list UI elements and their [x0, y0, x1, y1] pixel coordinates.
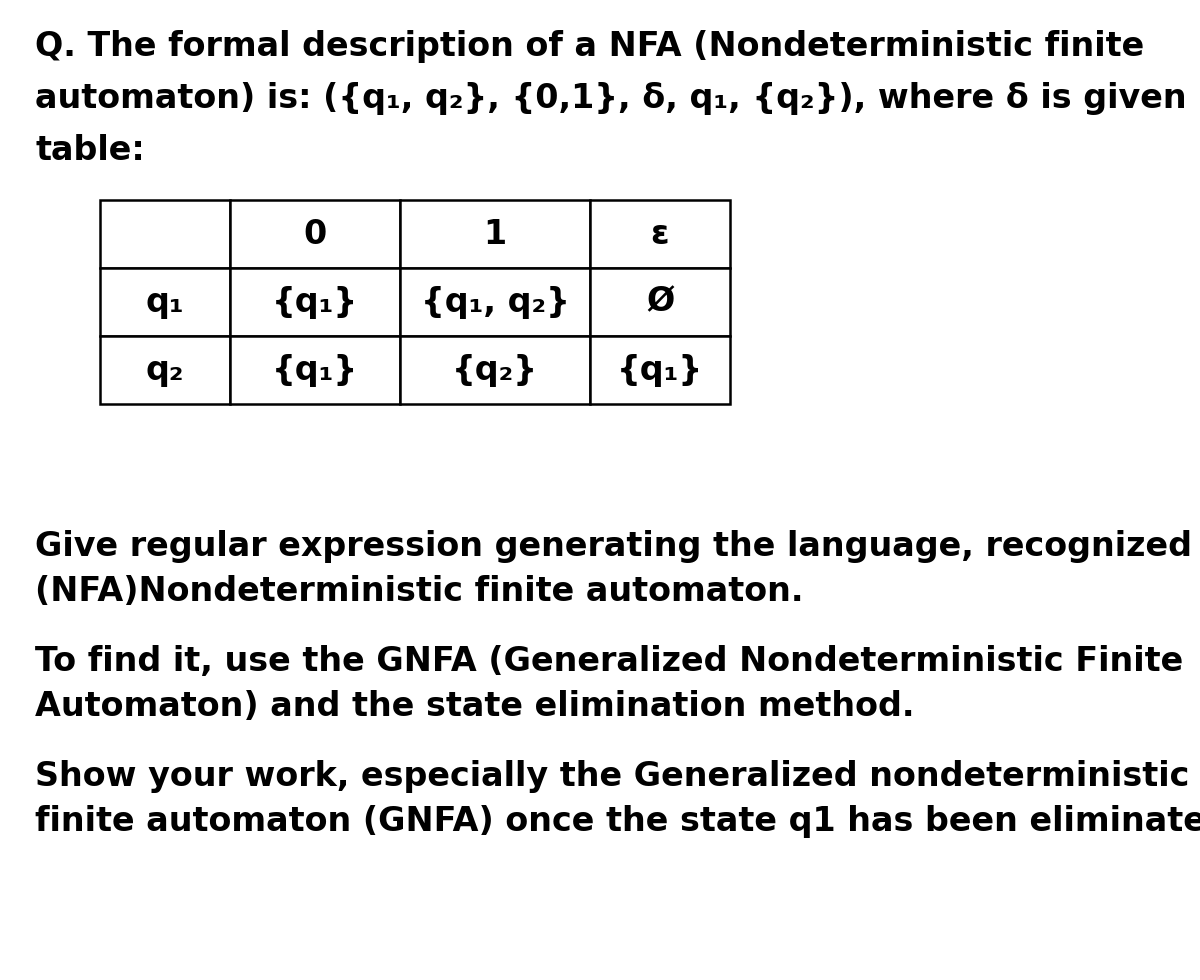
- Text: table:: table:: [35, 134, 145, 167]
- Bar: [230, 268, 400, 336]
- Text: Ø: Ø: [646, 285, 674, 319]
- Text: q₂: q₂: [145, 354, 185, 386]
- Bar: [590, 268, 730, 336]
- Text: 1: 1: [484, 218, 506, 251]
- Text: ε: ε: [650, 218, 670, 251]
- Bar: [590, 336, 730, 404]
- Text: Give regular expression generating the language, recognized by
(NFA)Nondetermini: Give regular expression generating the l…: [35, 530, 1200, 608]
- Bar: [400, 336, 590, 404]
- Text: {q₁}: {q₁}: [272, 285, 358, 319]
- Text: {q₁, q₂}: {q₁, q₂}: [420, 285, 570, 319]
- Text: 0: 0: [304, 218, 326, 251]
- Text: Q. The formal description of a NFA (Nondeterministic finite: Q. The formal description of a NFA (Nond…: [35, 30, 1145, 63]
- Text: {q₂}: {q₂}: [452, 354, 538, 386]
- Bar: [400, 268, 590, 336]
- Text: q₁: q₁: [145, 285, 185, 319]
- Text: {q₁}: {q₁}: [272, 354, 358, 386]
- Text: {q₁}: {q₁}: [617, 354, 703, 386]
- Bar: [230, 336, 400, 404]
- Bar: [400, 200, 590, 268]
- Text: To find it, use the GNFA (Generalized Nondeterministic Finite
Automaton) and the: To find it, use the GNFA (Generalized No…: [35, 645, 1183, 722]
- Text: automaton) is: ({q₁, q₂}, {0,1}, δ, q₁, {q₂}), where δ is given by the: automaton) is: ({q₁, q₂}, {0,1}, δ, q₁, …: [35, 82, 1200, 115]
- Bar: [590, 200, 730, 268]
- Bar: [100, 200, 230, 268]
- Bar: [100, 268, 230, 336]
- Bar: [100, 336, 230, 404]
- Bar: [230, 200, 400, 268]
- Text: Show your work, especially the Generalized nondeterministic
finite automaton (GN: Show your work, especially the Generaliz…: [35, 760, 1200, 838]
